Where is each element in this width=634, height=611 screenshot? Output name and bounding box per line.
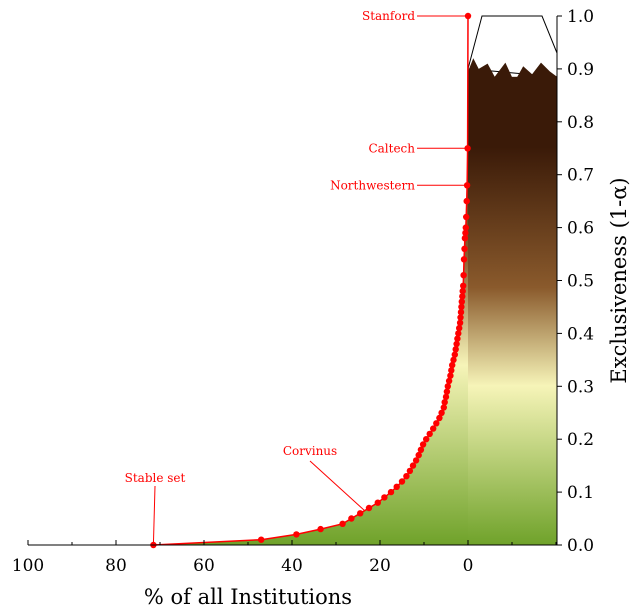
data-point (348, 515, 355, 522)
annotation-label: Corvinus (283, 444, 337, 458)
annotation-leader (309, 460, 365, 511)
data-point (447, 372, 454, 379)
data-point (426, 430, 433, 438)
y-tick-label: 0.6 (567, 219, 594, 239)
data-point (448, 367, 455, 374)
x-tick-label: 100 (12, 556, 44, 576)
data-point (419, 441, 427, 448)
data-point (461, 245, 468, 252)
data-point (415, 451, 422, 459)
data-point (374, 499, 381, 506)
data-point (456, 324, 463, 332)
annotation-label: Northwestern (330, 178, 415, 192)
annotation-leader (152, 485, 156, 546)
gradient-band (468, 76, 557, 546)
data-point (438, 409, 445, 416)
x-tick-label: 0 (463, 556, 474, 576)
data-point (357, 510, 364, 517)
data-point (403, 473, 410, 480)
data-point (387, 488, 395, 496)
data-point (393, 483, 400, 490)
data-point (451, 351, 458, 358)
data-point (464, 145, 471, 152)
data-point (462, 229, 469, 237)
data-point (365, 504, 373, 512)
data-point (406, 467, 414, 475)
data-point (293, 531, 300, 538)
data-point (258, 536, 265, 543)
data-point (462, 224, 469, 231)
y-tick-label: 1.0 (567, 7, 594, 27)
data-point (381, 494, 388, 501)
data-point (409, 462, 417, 469)
data-point (463, 197, 470, 205)
data-point (460, 256, 468, 263)
data-point (442, 393, 450, 401)
x-tick-label: 40 (281, 556, 303, 576)
data-point (463, 182, 471, 189)
x-tick-label: 60 (193, 556, 215, 576)
data-point (436, 414, 443, 422)
data-point (457, 314, 464, 321)
data-point (463, 213, 470, 221)
plot-area (153, 15, 558, 546)
data-point (458, 303, 465, 311)
annotation-label: Caltech (368, 141, 415, 155)
data-point (456, 319, 464, 326)
data-point (412, 457, 420, 464)
data-point (317, 525, 324, 533)
data-point (459, 287, 466, 295)
axes: 100 80 60 40 20 0 0.0 0.1 0.2 0.3 0.4 0.5 0.6 0.7 0.8 0… (12, 7, 594, 576)
data-point (433, 420, 440, 427)
data-point (339, 520, 346, 527)
y-tick-label: 0.2 (567, 430, 594, 450)
data-point (461, 235, 469, 242)
data-point (443, 388, 451, 395)
data-point (460, 272, 467, 279)
annotation-label: Stable set (125, 471, 186, 485)
data-point (445, 377, 453, 385)
y-tick-label: 0.9 (567, 60, 594, 80)
series-points (150, 12, 472, 549)
annotation-label: Stanford (362, 9, 415, 23)
data-point (458, 298, 465, 305)
x-axis-title: % of all Institutions (144, 585, 352, 609)
data-point (457, 309, 465, 316)
data-point (423, 436, 430, 443)
data-point (459, 293, 466, 300)
data-point (444, 383, 451, 390)
data-point (454, 335, 461, 342)
data-point (441, 399, 448, 406)
data-point (398, 478, 406, 485)
mountain-rock (468, 58, 557, 122)
y-tick-label: 0.7 (567, 166, 594, 186)
annotations: Stanford Caltech Northwestern Corvinus Stabl… (125, 9, 468, 546)
y-tick-label: 0.8 (567, 113, 594, 133)
y-tick-label: 0.0 (567, 536, 594, 556)
y-tick-label: 0.5 (567, 272, 594, 292)
data-point (460, 282, 467, 289)
data-point (430, 425, 437, 432)
data-point (453, 340, 460, 348)
curve-area-fill (153, 16, 468, 545)
x-tick-label: 80 (105, 556, 127, 576)
data-point (417, 446, 425, 453)
data-point (449, 361, 456, 369)
data-point (450, 356, 457, 364)
data-point (455, 330, 462, 337)
y-tick-label: 0.3 (567, 377, 594, 397)
data-point (464, 12, 472, 20)
data-point (440, 404, 447, 411)
x-tick-label: 20 (369, 556, 391, 576)
data-point (452, 346, 459, 353)
y-tick-label: 0.4 (567, 324, 594, 344)
y-tick-label: 0.1 (567, 483, 594, 503)
y-axis-title: Exclusiveness (1-α) (607, 177, 631, 383)
